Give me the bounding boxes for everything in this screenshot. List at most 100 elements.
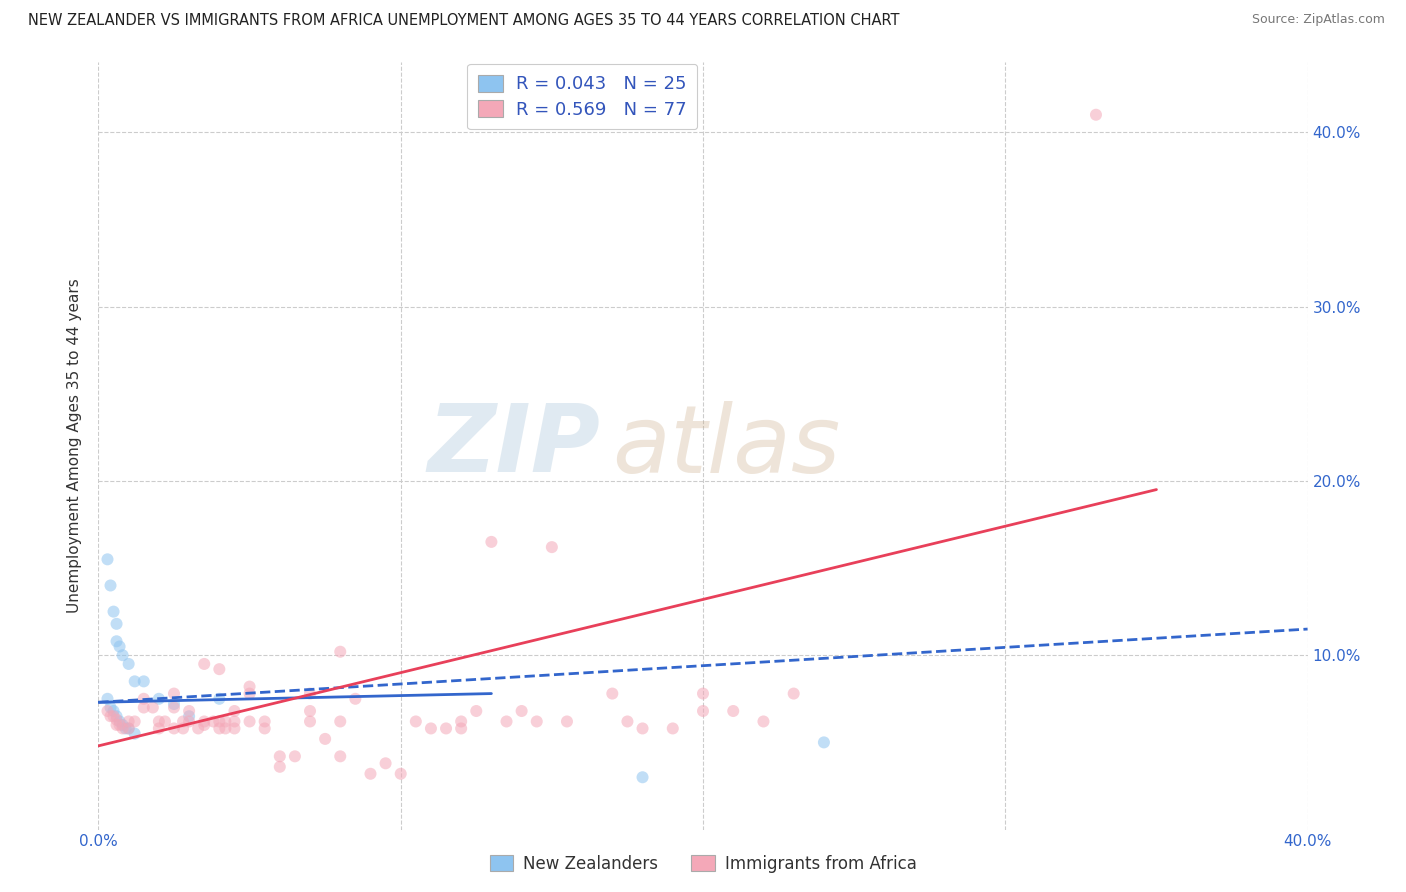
Point (108, 640, 131, 654)
Legend: New Zealanders, Immigrants from Africa: New Zealanders, Immigrants from Africa (482, 848, 924, 880)
Point (193, 714, 215, 729)
Point (214, 722, 236, 736)
Point (148, 691, 170, 706)
Point (495, 714, 517, 729)
Point (111, 722, 134, 736)
Point (96, 691, 118, 706)
Point (752, 714, 775, 729)
Point (239, 680, 262, 694)
Point (114, 722, 136, 736)
Point (208, 714, 231, 729)
Point (389, 766, 412, 780)
Point (692, 687, 714, 701)
Point (163, 697, 186, 711)
Point (163, 722, 186, 736)
Point (434, 722, 457, 736)
Point (360, 766, 382, 780)
Y-axis label: Unemployment Among Ages 35 to 44 years: Unemployment Among Ages 35 to 44 years (67, 278, 83, 614)
Point (224, 722, 246, 736)
Point (103, 704, 125, 718)
Point (103, 709, 125, 723)
Point (481, 534, 503, 549)
Point (124, 726, 146, 740)
Point (132, 700, 155, 714)
Point (450, 722, 472, 736)
Point (100, 578, 122, 592)
Point (344, 691, 367, 706)
Point (118, 722, 141, 736)
Point (105, 718, 128, 732)
Point (179, 709, 201, 723)
Point (269, 760, 291, 774)
Point (103, 605, 125, 619)
Point (314, 731, 336, 746)
Point (631, 770, 654, 784)
Point (148, 722, 170, 736)
Point (526, 714, 548, 729)
Point (100, 700, 122, 714)
Point (124, 674, 146, 689)
Point (208, 691, 231, 706)
Point (100, 709, 122, 723)
Point (692, 704, 714, 718)
Point (329, 645, 352, 659)
Text: atlas: atlas (613, 401, 841, 491)
Point (224, 704, 246, 718)
Point (420, 722, 443, 736)
Point (153, 714, 176, 729)
Point (124, 714, 146, 729)
Point (284, 749, 307, 764)
Point (329, 714, 352, 729)
Point (329, 749, 352, 764)
Point (540, 540, 562, 554)
Text: NEW ZEALANDER VS IMMIGRANTS FROM AFRICA UNEMPLOYMENT AMONG AGES 35 TO 44 YEARS C: NEW ZEALANDER VS IMMIGRANTS FROM AFRICA … (28, 13, 900, 29)
Point (239, 687, 262, 701)
Point (163, 700, 186, 714)
Point (108, 714, 131, 729)
Point (111, 648, 134, 663)
Point (253, 722, 276, 736)
Point (96, 552, 118, 566)
Text: Source: ZipAtlas.com: Source: ZipAtlas.com (1251, 13, 1385, 27)
Point (783, 687, 806, 701)
Point (813, 735, 835, 749)
Point (202, 714, 225, 729)
Point (172, 714, 194, 729)
Point (405, 714, 427, 729)
Point (208, 662, 231, 676)
Point (224, 714, 246, 729)
Point (239, 714, 262, 729)
Point (132, 691, 155, 706)
Point (208, 722, 231, 736)
Point (108, 718, 131, 732)
Point (179, 714, 201, 729)
Point (148, 714, 170, 729)
Point (142, 700, 165, 714)
Point (269, 749, 291, 764)
Point (661, 722, 683, 736)
Point (616, 714, 638, 729)
Point (105, 709, 128, 723)
Text: ZIP: ZIP (427, 400, 600, 492)
Point (172, 722, 194, 736)
Point (163, 687, 186, 701)
Point (510, 704, 533, 718)
Point (96, 704, 118, 718)
Point (465, 704, 488, 718)
Legend: R = 0.043   N = 25, R = 0.569   N = 77: R = 0.043 N = 25, R = 0.569 N = 77 (467, 64, 697, 129)
Point (105, 713, 128, 727)
Point (374, 756, 396, 771)
Point (214, 714, 236, 729)
Point (118, 714, 141, 729)
Point (450, 714, 472, 729)
Point (299, 714, 322, 729)
Point (105, 634, 128, 648)
Point (602, 687, 624, 701)
Point (299, 687, 322, 701)
Point (723, 704, 745, 718)
Point (187, 722, 209, 736)
Point (118, 722, 141, 736)
Point (555, 714, 578, 729)
Point (111, 718, 134, 732)
Point (631, 722, 654, 736)
